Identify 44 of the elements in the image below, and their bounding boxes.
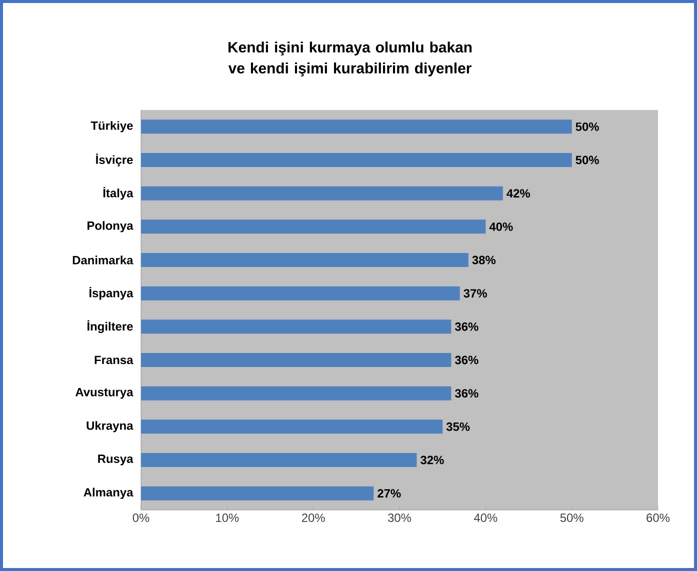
y-tick-label: Danimarka (72, 256, 134, 264)
bar (141, 186, 503, 200)
bar (141, 286, 460, 300)
bar (141, 353, 452, 368)
bar (141, 153, 572, 167)
x-tick-label: 50% (560, 514, 584, 522)
bar (141, 420, 443, 434)
y-tick-label: Türkiye (90, 121, 133, 132)
data-label: 50% (576, 156, 599, 164)
y-tick-label: İngiltere (88, 320, 133, 334)
data-label: 27% (378, 489, 401, 498)
data-label: 35% (446, 422, 470, 431)
y-tick-label: Ukrayna (86, 421, 134, 432)
y-tick-label: İtalya (103, 186, 134, 200)
data-label: 36% (455, 389, 478, 398)
y-tick-label: Fransa (94, 356, 134, 364)
bar (141, 253, 468, 267)
data-label: 42% (506, 189, 530, 198)
bar (141, 386, 452, 400)
x-tick-label: 60% (646, 514, 670, 522)
x-tick-label: 0% (132, 514, 150, 522)
y-tick-label: İsviçre (96, 154, 133, 166)
bar (141, 320, 452, 334)
data-label: 32% (420, 456, 444, 464)
y-tick-label: İspanya (90, 286, 134, 300)
bar (141, 220, 486, 234)
chart-title: Kendi işini kurmaya olumlu bakan ve kendi işimi kurabilirim diyenler (228, 42, 472, 76)
data-label: 38% (472, 256, 496, 264)
bar (141, 486, 374, 500)
y-tick-label: Rusya (98, 454, 134, 466)
x-tick-label: 40% (474, 514, 498, 522)
x-tick-label: 30% (388, 514, 412, 522)
data-label: 40% (489, 222, 513, 231)
bar (141, 120, 572, 134)
bar (141, 453, 417, 468)
y-tick-label: Almanya (84, 488, 134, 499)
x-tick-label: 10% (216, 514, 239, 522)
data-label: 36% (455, 322, 478, 331)
x-tick-label: 20% (302, 514, 325, 522)
data-label: 50% (576, 122, 599, 131)
y-tick-label: Avusturya (76, 388, 134, 399)
data-label: 36% (455, 356, 478, 364)
data-label: 37% (464, 289, 487, 298)
y-tick-label: Polonya (88, 221, 134, 232)
